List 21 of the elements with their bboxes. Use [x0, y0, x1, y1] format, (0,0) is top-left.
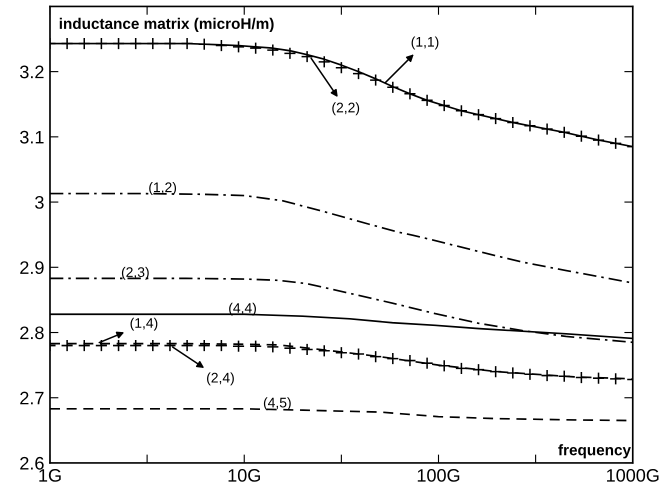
y-tick-label: 3.1 [20, 130, 44, 144]
y-tick-label: 2.8 [20, 326, 44, 340]
y-tick-label: 2.9 [20, 261, 44, 274]
x-axis-title: frequency [558, 444, 631, 458]
x-tick-label: 100G [418, 469, 460, 482]
annotation: (4,5) [264, 397, 291, 410]
annotation: (1,1) [412, 36, 438, 50]
annotation: (2,2) [332, 102, 360, 116]
x-tick-label: 1G [39, 469, 61, 482]
annotation: (1,4) [130, 318, 158, 331]
y-tick-label: 2.6 [20, 456, 44, 470]
y-tick-label: 3.2 [20, 66, 44, 78]
x-tick-label: 10G [228, 469, 260, 482]
annotation: (4,4) [229, 302, 256, 316]
y-tick-label: 3 [35, 196, 44, 209]
annotation: (2,4) [207, 372, 234, 386]
x-tick-label: 1000G [607, 469, 659, 482]
text: inductance matrix (microH/m) [60, 18, 274, 32]
y-tick-label: 2.7 [20, 392, 44, 404]
annotation: (2,3) [122, 266, 149, 280]
annotation: (1,2) [149, 182, 176, 195]
